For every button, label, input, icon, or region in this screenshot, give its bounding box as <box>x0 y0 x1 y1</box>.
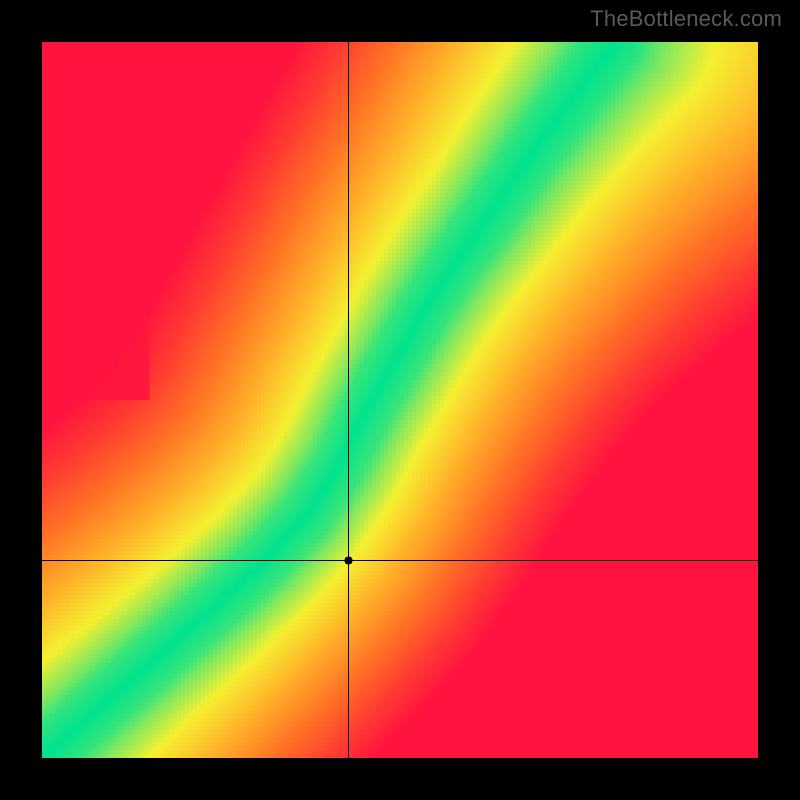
crosshair-overlay <box>42 42 758 758</box>
chart-container: TheBottleneck.com <box>0 0 800 800</box>
heatmap-plot <box>42 42 758 758</box>
watermark-text: TheBottleneck.com <box>590 6 782 32</box>
